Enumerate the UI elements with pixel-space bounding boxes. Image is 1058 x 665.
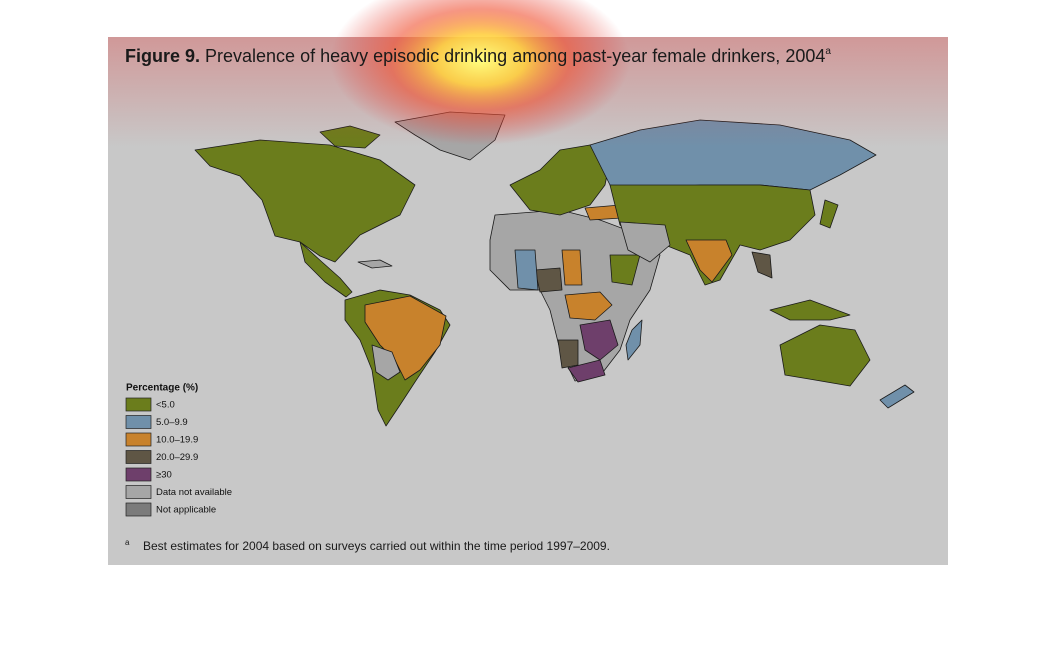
legend-swatch [125,432,152,447]
title-text: Prevalence of heavy episodic drinking am… [205,46,825,66]
world-map [194,111,915,427]
legend-title: Percentage (%) [126,383,198,394]
legend: <5.0 5.0–9.9 10.0–19.9 20.0–29.9 ≥30 Data not… [125,397,232,517]
title-note: a [825,46,831,57]
footnote-text: Best estimates for 2004 based on surveys… [143,539,610,553]
heat-spot [330,0,630,145]
legend-swatch [125,485,152,499]
legend-swatch [125,397,152,412]
legend-label: ≥30 [156,470,172,481]
legend-label: <5.0 [156,400,175,411]
figure-title: Figure 9. Prevalence of heavy episodic dr… [125,46,831,66]
legend-label: 5.0–9.9 [156,417,188,428]
legend-swatch [125,502,152,517]
footnote-marker: a [125,538,130,547]
legend-label: 10.0–19.9 [156,435,198,446]
legend-label: Not applicable [156,505,216,516]
legend-label: Data not available [156,487,232,498]
figure-label: Figure 9. [125,46,200,66]
legend-swatch [125,467,152,482]
legend-swatch [125,450,152,464]
legend-swatch [125,415,152,429]
legend-label: 20.0–29.9 [156,452,198,463]
